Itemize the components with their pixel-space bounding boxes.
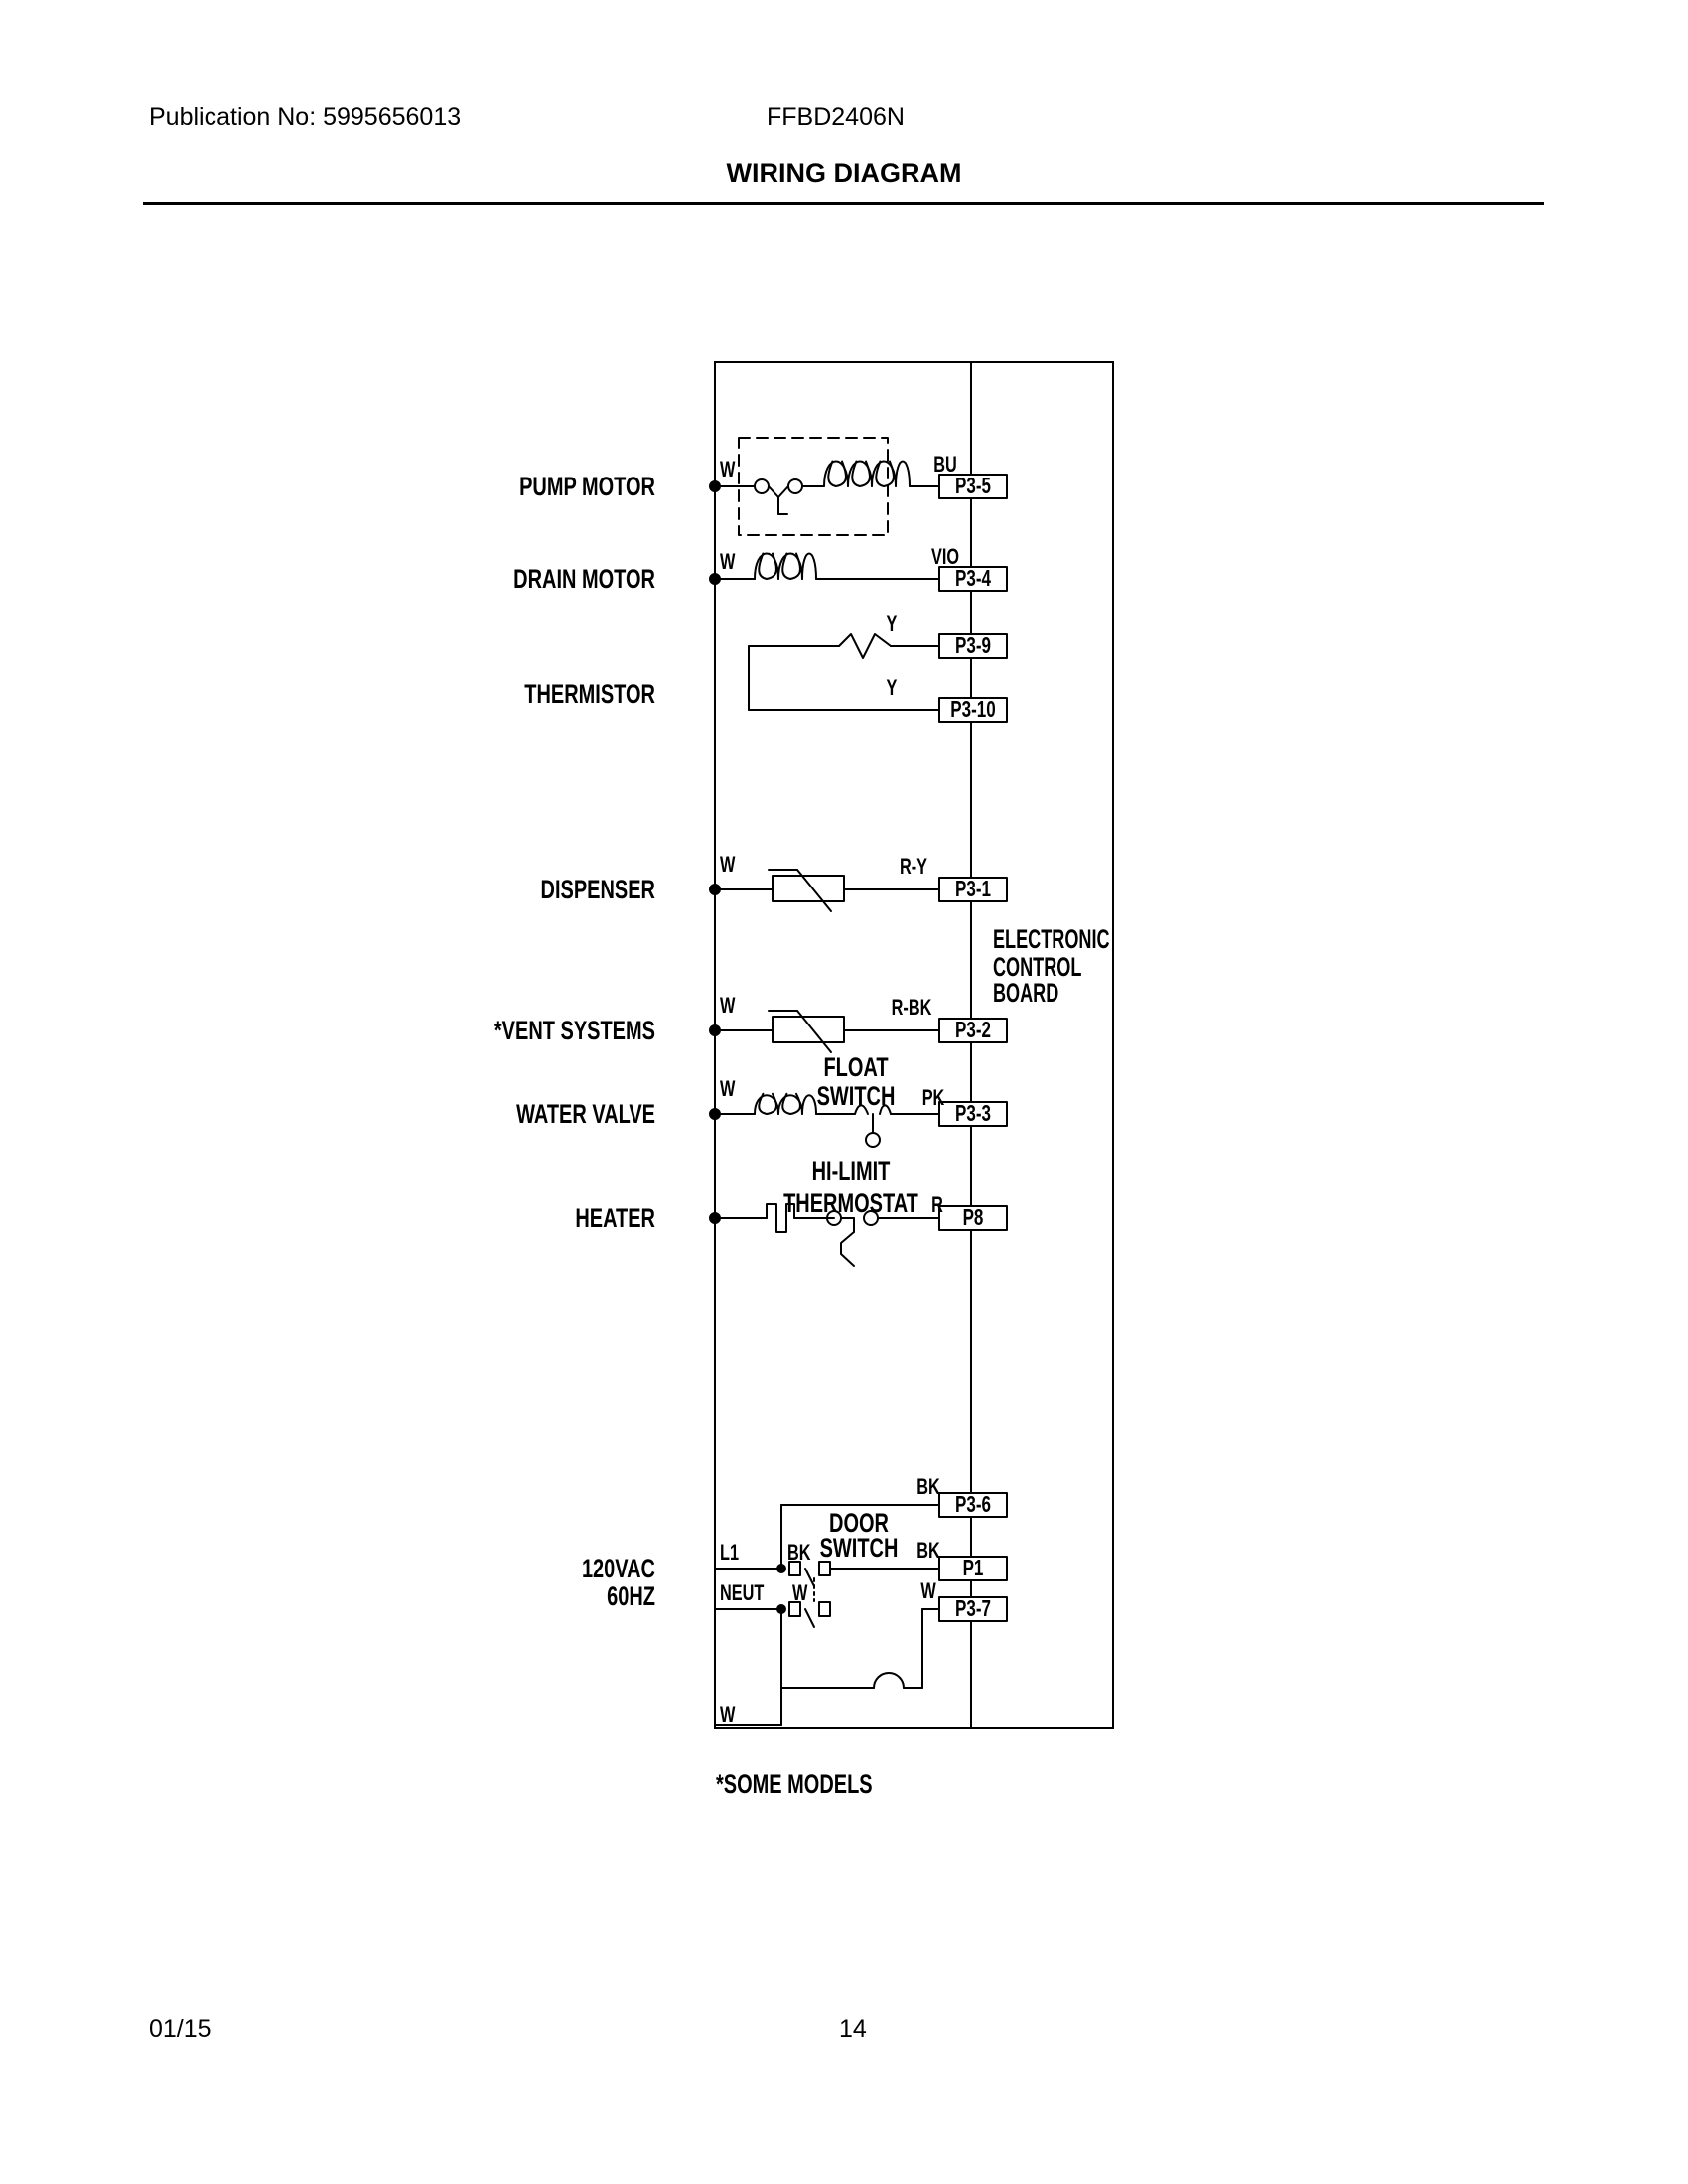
svg-text:PUMP MOTOR: PUMP MOTOR: [519, 472, 655, 502]
svg-text:W: W: [720, 994, 736, 1019]
svg-text:P3-10: P3-10: [950, 697, 995, 722]
svg-text:NEUT: NEUT: [720, 1581, 764, 1606]
svg-text:BK: BK: [916, 1539, 940, 1564]
svg-text:P3-3: P3-3: [955, 1101, 991, 1126]
svg-text:P3-5: P3-5: [955, 474, 991, 498]
svg-text:BOARD: BOARD: [993, 977, 1058, 1008]
svg-text:*SOME MODELS: *SOME MODELS: [716, 1769, 873, 1800]
svg-text:P3-9: P3-9: [955, 633, 991, 658]
svg-text:P3-4: P3-4: [955, 566, 992, 591]
svg-text:DISPENSER: DISPENSER: [541, 875, 655, 905]
svg-text:W: W: [792, 1581, 808, 1606]
svg-text:L1: L1: [720, 1541, 739, 1566]
svg-text:FLOAT: FLOAT: [823, 1052, 889, 1083]
svg-text:DRAIN MOTOR: DRAIN MOTOR: [513, 564, 655, 595]
svg-text:W: W: [720, 1704, 736, 1728]
svg-text:P3-1: P3-1: [955, 877, 991, 901]
svg-text:W: W: [920, 1579, 936, 1604]
svg-text:Y: Y: [887, 613, 898, 637]
svg-text:HI-LIMIT: HI-LIMIT: [812, 1157, 891, 1187]
svg-text:SWITCH: SWITCH: [820, 1533, 899, 1564]
svg-text:ELECTRONIC: ELECTRONIC: [993, 923, 1110, 954]
svg-text:120VAC: 120VAC: [582, 1554, 655, 1584]
svg-text:P3-2: P3-2: [955, 1018, 991, 1042]
svg-text:W: W: [720, 550, 736, 575]
svg-text:Y: Y: [887, 676, 898, 701]
svg-text:60HZ: 60HZ: [607, 1581, 655, 1612]
svg-text:*VENT SYSTEMS: *VENT SYSTEMS: [494, 1016, 655, 1046]
svg-text:P3-6: P3-6: [955, 1492, 991, 1517]
svg-text:P1: P1: [963, 1556, 984, 1580]
svg-text:BU: BU: [933, 453, 957, 478]
svg-text:BK: BK: [787, 1541, 811, 1566]
svg-text:R-Y: R-Y: [900, 855, 927, 880]
svg-text:W: W: [720, 853, 736, 878]
svg-text:THERMOSTAT: THERMOSTAT: [783, 1188, 918, 1219]
svg-text:W: W: [720, 1077, 736, 1102]
svg-text:P8: P8: [963, 1205, 984, 1230]
svg-text:SWITCH: SWITCH: [817, 1081, 896, 1112]
svg-text:P3-7: P3-7: [955, 1596, 991, 1621]
svg-text:W: W: [720, 458, 736, 482]
svg-text:BK: BK: [916, 1475, 940, 1500]
svg-text:R-BK: R-BK: [892, 996, 932, 1021]
svg-text:THERMISTOR: THERMISTOR: [524, 679, 655, 710]
svg-text:PK: PK: [922, 1086, 945, 1111]
svg-text:R: R: [931, 1193, 943, 1218]
svg-text:HEATER: HEATER: [575, 1203, 655, 1234]
svg-text:WATER VALVE: WATER VALVE: [516, 1099, 655, 1130]
